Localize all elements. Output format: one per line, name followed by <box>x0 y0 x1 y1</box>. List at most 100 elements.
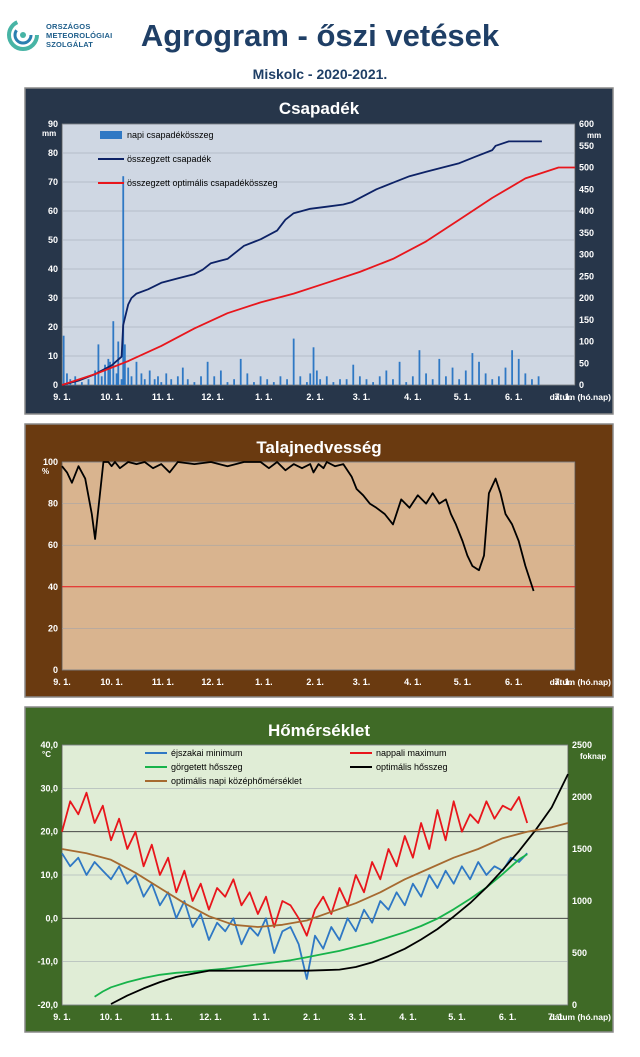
logo-line-1: ORSZÁGOS <box>46 22 91 31</box>
x-tick-label: 5. 1. <box>454 677 472 687</box>
y2-tick-label: 2000 <box>572 792 592 802</box>
legend-swatch <box>100 131 122 139</box>
x-tick-label: 6. 1. <box>505 392 523 402</box>
precip-bar <box>153 379 156 385</box>
x-axis-label: dátum (hó.nap) <box>550 392 612 402</box>
x-tick-label: 6. 1. <box>499 1012 517 1022</box>
precip-bar <box>531 379 533 385</box>
precip-bar <box>279 376 282 385</box>
y-tick-label: -10,0 <box>37 957 58 967</box>
precip-bar <box>286 379 288 385</box>
y2-tick-label: 300 <box>579 250 594 260</box>
x-tick-label: 1. 1. <box>252 1012 270 1022</box>
precip-bar <box>537 376 540 385</box>
x-tick-label: 10. 1. <box>100 677 123 687</box>
x-tick-label: 3. 1. <box>349 1012 367 1022</box>
y-tick-label: 30 <box>48 293 58 303</box>
y-tick-label: 40 <box>48 264 58 274</box>
precip-bar <box>219 370 222 385</box>
precip-bar <box>517 358 520 385</box>
precip-bar <box>524 373 527 385</box>
x-tick-label: 7. 1. <box>548 1012 566 1022</box>
y-tick-label: 60 <box>48 540 58 550</box>
series-line-2 <box>61 791 529 937</box>
precip-bar <box>87 379 90 385</box>
precip-bar <box>157 376 159 385</box>
logo-line-2: METEOROLÓGIAI <box>46 31 113 40</box>
precip-bar <box>94 370 96 385</box>
legend-entry: optimális napi középhőmérséklet <box>171 776 302 786</box>
precip-bar <box>319 379 322 385</box>
logo-line-3: SZOLGÁLAT <box>46 40 94 49</box>
x-tick-label: 10. 1. <box>100 1012 123 1022</box>
omsz-logo: ORSZÁGOS METEOROLÓGIAI SZOLGÁLAT <box>6 18 126 60</box>
x-tick-label: 2. 1. <box>306 677 324 687</box>
y2-tick-label: 1000 <box>572 896 592 906</box>
precip-bar <box>497 376 500 385</box>
precip-bar <box>511 350 514 385</box>
x-tick-label: 12. 1. <box>199 1012 222 1022</box>
y2-tick-label: 150 <box>579 315 594 325</box>
page-header: ORSZÁGOS METEOROLÓGIAI SZOLGÁLAT Agrogra… <box>0 0 640 88</box>
y-tick-label: -20,0 <box>37 1000 58 1010</box>
precip-bar <box>471 353 474 385</box>
x-tick-label: 5. 1. <box>448 1012 466 1022</box>
x-tick-label: 2. 1. <box>303 1012 321 1022</box>
y-tick-label: 10 <box>48 351 58 361</box>
chart-title: Hőmérséklet <box>268 721 370 740</box>
precip-bar <box>411 376 414 385</box>
x-axis-label: dátum (hó.nap) <box>550 1012 612 1022</box>
precip-bar <box>358 376 361 385</box>
series-line-5 <box>61 822 569 928</box>
y-axis-unit: % <box>42 467 49 476</box>
logo-text: ORSZÁGOS METEOROLÓGIAI SZOLGÁLAT <box>46 22 112 49</box>
x-tick-label: 9. 1. <box>53 677 71 687</box>
precip-bar <box>135 361 138 385</box>
y2-tick-label: 1500 <box>572 844 592 854</box>
precip-bar <box>325 376 328 385</box>
precip-bar <box>117 341 120 385</box>
precip-bar <box>206 361 209 385</box>
precip-bar <box>62 335 65 385</box>
y-tick-label: 60 <box>48 206 58 216</box>
precip-bar <box>484 373 487 385</box>
series-line-4 <box>110 773 569 1005</box>
precip-bar <box>112 321 115 385</box>
y2-tick-label: 250 <box>579 271 594 281</box>
precip-bar <box>339 379 341 385</box>
precip-bar <box>193 382 196 385</box>
y2-tick-label: 0 <box>579 380 584 390</box>
y2-tick-label: 400 <box>579 206 594 216</box>
precip-bar <box>306 382 308 385</box>
precip-bar <box>372 382 375 385</box>
precip-bar <box>200 376 202 385</box>
precip-bar <box>438 358 441 385</box>
precip-bar <box>66 373 68 385</box>
precip-bar <box>491 379 494 385</box>
x-tick-label: 5. 1. <box>454 392 472 402</box>
y2-tick-label: 100 <box>579 337 594 347</box>
precip-bar <box>239 358 242 385</box>
precip-bar <box>109 361 111 385</box>
x-tick-label: 9. 1. <box>53 1012 71 1022</box>
y-tick-label: 0,0 <box>45 913 58 923</box>
precip-bar <box>140 373 143 385</box>
precip-bar <box>127 367 130 385</box>
y-tick-label: 70 <box>48 177 58 187</box>
precip-bar <box>504 367 507 385</box>
legend-entry: görgetett hősszeg <box>171 762 243 772</box>
omsz-swirl-icon <box>7 19 39 51</box>
precip-bar <box>405 382 408 385</box>
precip-bar <box>80 382 83 385</box>
precip-bar <box>365 379 368 385</box>
y2-tick-label: 350 <box>579 228 594 238</box>
y-tick-label: 30,0 <box>40 783 58 793</box>
series-line-3 <box>61 166 575 386</box>
chart-panel-1: Csapadék0102030405060708090mm05010015020… <box>24 87 614 415</box>
y-tick-label: 50 <box>48 235 58 245</box>
y-tick-label: 20,0 <box>40 827 58 837</box>
series-line-3 <box>94 853 528 998</box>
precip-bar <box>115 373 118 385</box>
precip-bar <box>392 379 394 385</box>
y-tick-label: 80 <box>48 499 58 509</box>
